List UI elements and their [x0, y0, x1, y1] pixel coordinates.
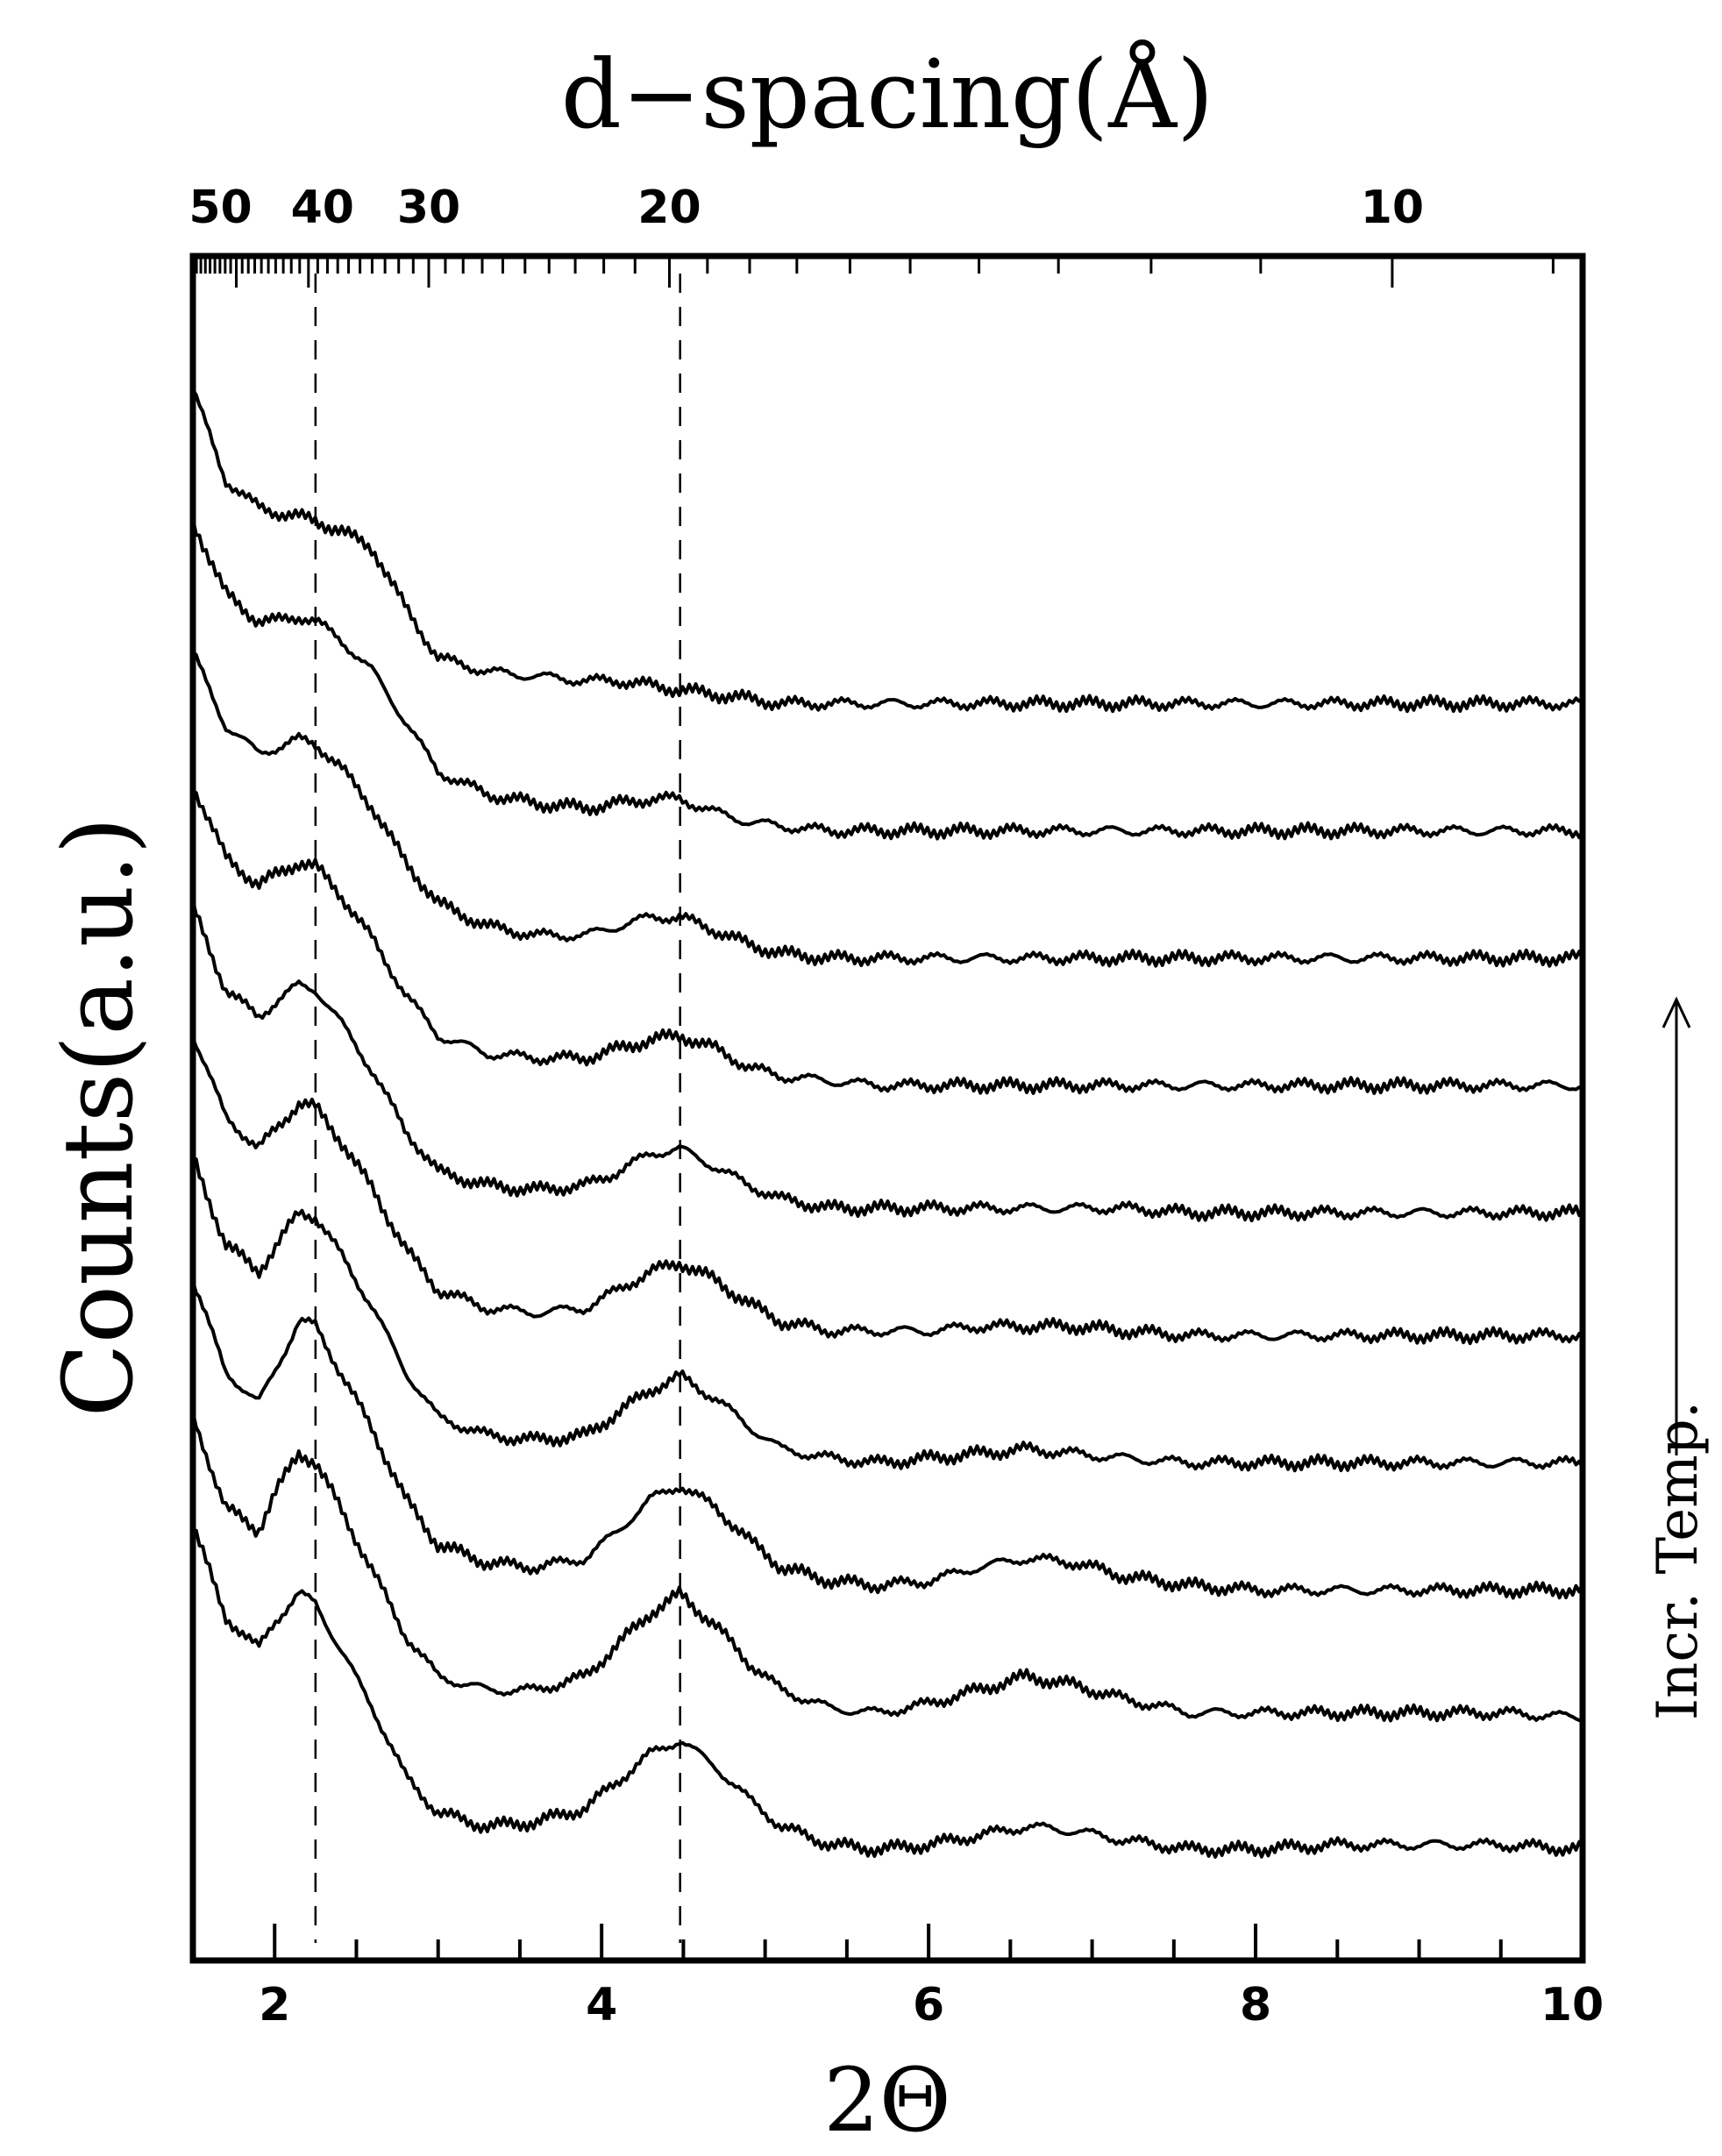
series-line-7 — [191, 789, 1583, 1095]
x-tick-label: 4 — [586, 1979, 617, 2031]
series-line-1 — [192, 1528, 1584, 1859]
series-line-9 — [191, 517, 1584, 841]
top-tick-label: 40 — [291, 181, 354, 234]
incr-temp-arrow — [1662, 996, 1691, 1455]
top-tick-label: 30 — [397, 181, 460, 234]
series-line-6 — [191, 899, 1584, 1223]
bottom-axis-ticks: 2 4 6 8 10 — [259, 1924, 1604, 2031]
series-line-4 — [192, 1156, 1584, 1473]
top-tick-label: 50 — [189, 181, 252, 234]
trace-layer — [191, 388, 1584, 1859]
series-line-10 — [191, 388, 1584, 714]
series-line-3 — [191, 1280, 1584, 1600]
x-axis-title: 2Θ — [823, 2049, 951, 2152]
top-axis-ticks: 50 40 30 20 10 — [189, 181, 1555, 288]
y-axis-title: Counts(a.u.) — [42, 817, 154, 1418]
series-line-5 — [191, 1037, 1584, 1346]
reference-lines — [314, 274, 681, 1943]
series-line-2 — [191, 1411, 1583, 1723]
top-axis-title: d−spacing(Å) — [561, 39, 1214, 150]
plot-frame — [189, 253, 1586, 1964]
x-tick-label: 10 — [1541, 1979, 1604, 2031]
series-line-8 — [191, 650, 1584, 968]
x-tick-label: 6 — [913, 1979, 944, 2031]
x-tick-label: 8 — [1240, 1979, 1271, 2031]
incr-temp-label: Incr. Temp. — [1646, 1401, 1711, 1720]
top-tick-label: 20 — [637, 181, 701, 234]
top-tick-label: 10 — [1361, 181, 1424, 234]
x-tick-label: 2 — [259, 1979, 290, 2031]
